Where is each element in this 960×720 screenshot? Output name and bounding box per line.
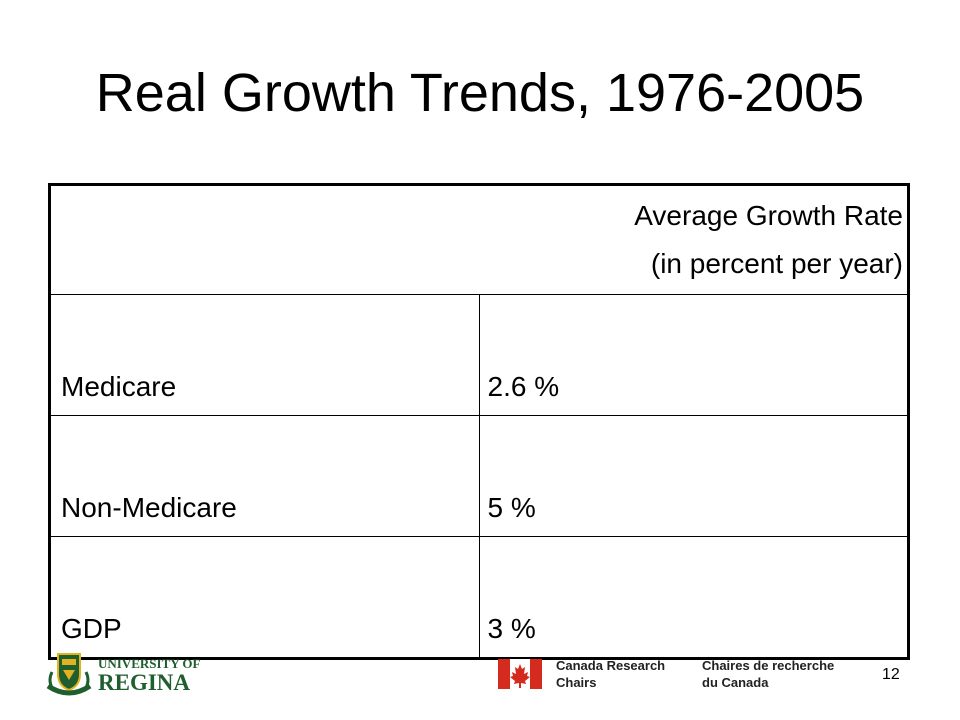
page-number: 12 (882, 666, 900, 683)
slide-title: Real Growth Trends, 1976-2005 (95, 63, 865, 123)
crc-english-line-2: Chairs (556, 675, 596, 690)
crc-french-line-1: Chaires de recherche (702, 658, 834, 673)
table-header-cell: Average Growth Rate (in percent per year… (49, 184, 909, 295)
header-line-2: (in percent per year) (650, 248, 903, 279)
crc-french-line-2: du Canada (702, 675, 769, 690)
table-row: Medicare 2.6 % (49, 294, 909, 416)
canada-research-chairs-logo: Canada Research Chairs Chaires de recher… (498, 658, 834, 690)
row-value: 3 % (478, 536, 909, 659)
table-row: Non-Medicare 5 % (49, 415, 909, 537)
canada-flag-icon (498, 659, 542, 689)
row-value: 2.6 % (478, 294, 909, 416)
university-line-1: UNIVERSITY OF (98, 656, 201, 671)
crc-english-line-1: Canada Research (556, 658, 665, 673)
university-line-2: REGINA (98, 670, 190, 695)
growth-table: Average Growth Rate (in percent per year… (48, 183, 910, 660)
table-header-row: Average Growth Rate (in percent per year… (49, 184, 909, 295)
row-label: GDP (49, 536, 480, 659)
row-label: Medicare (49, 294, 480, 416)
header-line-1: Average Growth Rate (634, 200, 903, 231)
university-of-regina-logo: UNIVERSITY OF REGINA (46, 653, 201, 696)
table-row: GDP 3 % (49, 536, 909, 659)
regina-crest-icon (46, 653, 92, 696)
row-label: Non-Medicare (49, 415, 480, 537)
row-value: 5 % (478, 415, 909, 537)
